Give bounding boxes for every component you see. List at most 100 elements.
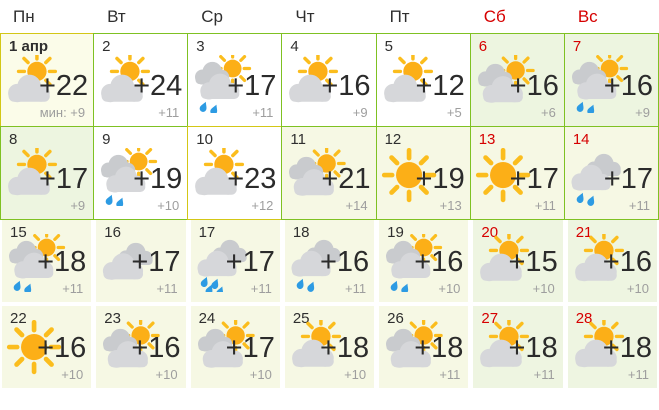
day-min-temperature: +10 [249, 367, 272, 382]
day-number: 14 [572, 131, 590, 148]
weekday-header: Пн Вт Ср Чт Пт Сб Вс [0, 0, 659, 33]
day-max-temperature: +16 [602, 246, 652, 278]
day-min-temperature: мин: +9 [39, 105, 86, 120]
day-max-temperature: +18 [37, 246, 87, 278]
day-cell-4[interactable]: 4 +16 +9 [281, 33, 377, 127]
day-min-temperature: +5 [446, 105, 462, 120]
weekday-label-1: Пн [13, 6, 35, 26]
day-max-temperature: +16 [319, 246, 370, 278]
day-number: 1 апр [9, 38, 49, 55]
day-max-temperature: +16 [37, 332, 87, 364]
day-min-temperature: +10 [344, 367, 367, 382]
day-number: 11 [290, 131, 306, 148]
day-max-temperature: +22 [38, 70, 89, 102]
day-number: 22 [10, 310, 27, 327]
day-cell-17[interactable]: 17 +17 +11 [190, 220, 280, 302]
weekday-label-6: Сб [483, 6, 506, 26]
day-cell-2[interactable]: 2 +24 +11 [93, 33, 189, 127]
day-cell-22[interactable]: 22 +16 +10 [2, 306, 92, 388]
calendar-grid: 1 апр +22 мин: +9 2 +24 +11 3 +17 +11 4 +16 +9 5 +12 +… [0, 33, 659, 388]
week-row-4: 22 +16 +10 23 +16 +10 24 +17 +10 25 +18 +10 26 +18 +11… [0, 306, 659, 388]
day-max-temperature: +18 [508, 332, 558, 364]
day-cell-28[interactable]: 28 +18 +11 [567, 306, 657, 388]
day-cell-13[interactable]: 13 +17 +11 [469, 126, 565, 220]
day-max-temperature: +15 [508, 246, 558, 278]
day-cell-27[interactable]: 27 +18 +11 [473, 306, 563, 388]
day-max-temperature: +21 [321, 163, 371, 195]
day-max-temperature: +23 [227, 163, 277, 195]
day-min-temperature: +10 [438, 281, 461, 296]
day-min-temperature: +11 [62, 281, 84, 296]
day-number: 3 [196, 38, 205, 55]
day-cell-3[interactable]: 3 +17 +11 [187, 33, 283, 127]
day-cell-20[interactable]: 20 +15 +10 [473, 220, 563, 302]
day-cell-12[interactable]: 12 +19 +13 [375, 126, 471, 220]
day-min-temperature: +11 [252, 105, 274, 120]
day-max-temperature: +24 [133, 70, 183, 102]
day-cell-9[interactable]: 9 +19 +10 [93, 126, 189, 220]
day-cell-10[interactable]: 10 +23 +12 [187, 126, 283, 220]
day-cell-15[interactable]: 15 +18 +11 [2, 220, 92, 302]
weekday-label-2: Вт [107, 6, 126, 26]
day-number: 26 [387, 310, 404, 327]
day-number: 21 [575, 224, 593, 241]
day-cell-6[interactable]: 6 +16 +6 [469, 33, 565, 127]
day-cell-1[interactable]: 1 апр +22 мин: +9 [0, 33, 95, 127]
day-cell-23[interactable]: 23 +16 +10 [96, 306, 186, 388]
day-number: 8 [9, 131, 18, 148]
day-number: 27 [481, 310, 499, 327]
day-min-temperature: +13 [439, 198, 462, 213]
day-min-temperature: +10 [157, 198, 180, 213]
day-cell-19[interactable]: 19 +16 +10 [379, 220, 469, 302]
day-cell-8[interactable]: 8 +17 +9 [0, 126, 95, 220]
week-row-2: 8 +17 +9 9 +19 +10 10 +23 +12 11 +21 +14 12 +19 +13 13 +… [0, 126, 659, 220]
day-number: 9 [102, 131, 111, 148]
day-max-temperature: +16 [321, 70, 371, 102]
day-min-temperature: +11 [627, 367, 649, 382]
day-min-temperature: +12 [251, 198, 274, 213]
day-number: 25 [292, 310, 310, 327]
day-number: 5 [384, 38, 393, 55]
day-number: 16 [104, 224, 121, 241]
day-cell-16[interactable]: 16 +17 +11 [96, 220, 186, 302]
day-number: 10 [196, 131, 213, 148]
day-max-temperature: +17 [225, 332, 275, 364]
day-number: 23 [104, 310, 121, 327]
day-max-temperature: +17 [509, 163, 559, 195]
day-number: 20 [481, 224, 499, 241]
day-cell-11[interactable]: 11 +21 +14 [281, 126, 377, 220]
day-cell-14[interactable]: 14 +17 +11 [563, 126, 659, 220]
day-number: 28 [575, 310, 593, 327]
day-min-temperature: +11 [439, 367, 461, 382]
day-min-temperature: +10 [155, 367, 178, 382]
day-max-temperature: +19 [415, 163, 465, 195]
day-max-temperature: +18 [319, 332, 370, 364]
day-cell-24[interactable]: 24 +17 +10 [190, 306, 280, 388]
day-max-temperature: +17 [225, 246, 275, 278]
day-min-temperature: +11 [156, 281, 178, 296]
day-min-temperature: +14 [345, 198, 368, 213]
day-cell-25[interactable]: 25 +18 +10 [284, 306, 375, 388]
day-min-temperature: +10 [532, 281, 555, 296]
day-cell-18[interactable]: 18 +16 +11 [284, 220, 375, 302]
day-number: 18 [292, 224, 310, 241]
day-min-temperature: +11 [345, 281, 367, 296]
day-min-temperature: +9 [635, 105, 650, 120]
day-min-temperature: +11 [534, 198, 556, 213]
day-min-temperature: +9 [70, 198, 86, 213]
day-number: 15 [10, 224, 27, 241]
day-number: 12 [384, 131, 402, 148]
week-row-3: 15 +18 +11 16 +17 +11 17 +17 +11 18 +16 +11 19 +16 +10… [0, 220, 659, 302]
day-cell-7[interactable]: 7 +16 +9 [563, 33, 659, 127]
day-max-temperature: +12 [415, 70, 465, 102]
day-max-temperature: +16 [509, 70, 559, 102]
day-cell-26[interactable]: 26 +18 +11 [379, 306, 469, 388]
week-row-1: 1 апр +22 мин: +9 2 +24 +11 3 +17 +11 4 +16 +9 5 +12 +… [0, 33, 659, 127]
day-cell-5[interactable]: 5 +12 +5 [375, 33, 471, 127]
day-cell-21[interactable]: 21 +16 +10 [567, 220, 657, 302]
day-number: 24 [198, 310, 216, 327]
day-number: 13 [478, 131, 496, 148]
weekday-label-5: Пт [389, 6, 410, 26]
day-max-temperature: +17 [227, 70, 277, 102]
